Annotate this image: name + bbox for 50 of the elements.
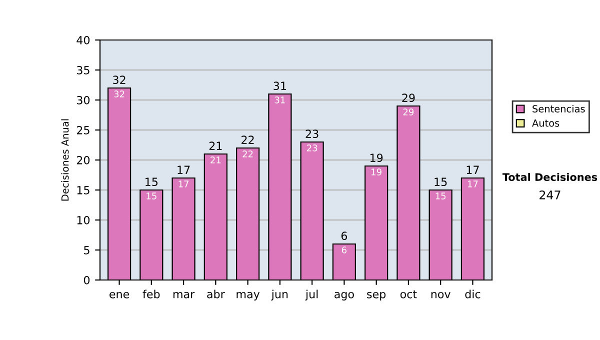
y-tick-label: 35 [76, 66, 90, 74]
total-label: 15 [146, 178, 158, 186]
total-label: 23 [306, 130, 318, 138]
total-label: 21 [209, 142, 222, 150]
data-label: 31 [274, 96, 285, 104]
data-label: 17 [468, 180, 478, 188]
data-label: 22 [242, 150, 253, 158]
legend-label: Sentencias [532, 104, 585, 112]
x-tick-label: abr [207, 290, 225, 298]
x-tick-label: jul [305, 290, 318, 300]
data-label: 21 [210, 156, 221, 164]
y-tick-label: 40 [76, 36, 90, 44]
data-label: 15 [146, 192, 156, 200]
y-tick-label: 5 [84, 246, 90, 254]
x-tick-label: nov [431, 292, 450, 298]
total-label: 19 [370, 154, 383, 162]
x-tick-label: feb [142, 290, 160, 298]
data-label: 29 [403, 108, 414, 116]
y-tick-label: 20 [76, 156, 90, 164]
data-label: 6 [342, 246, 346, 254]
y-axis-title: Decisiones Anual [61, 119, 69, 201]
data-label: 19 [372, 168, 382, 176]
total-label: 17 [466, 166, 479, 174]
data-label: 15 [436, 192, 446, 200]
total-label: 31 [274, 82, 286, 90]
y-tick-label: 30 [76, 96, 90, 104]
x-tick-label: jun [271, 290, 288, 300]
x-tick-label: mar [173, 292, 195, 298]
y-tick-label: 25 [76, 126, 90, 134]
total-label: 15 [434, 178, 447, 186]
y-tick-label: 0 [84, 276, 90, 284]
x-tick-label: oct [400, 290, 417, 298]
x-tick-label: ago [334, 292, 354, 300]
data-label: 23 [306, 144, 318, 152]
data-label: 17 [178, 180, 189, 188]
x-tick-label: sep [367, 292, 386, 300]
legend-label: Autos [532, 120, 560, 127]
y-tick-label: 10 [77, 216, 90, 224]
x-tick-label: dic [465, 290, 480, 298]
total-label: 32 [113, 76, 126, 84]
total-label: 17 [178, 166, 190, 174]
text: 247 [540, 190, 560, 200]
total-label: 6 [341, 232, 348, 240]
y-tick-label: 15 [77, 186, 90, 194]
total-label: 22 [242, 136, 254, 144]
x-tick-label: ene [110, 292, 130, 298]
x-tick-label: may [236, 292, 260, 300]
text: Total Decisiones [502, 172, 598, 182]
total-label: 29 [402, 94, 415, 102]
data-label: 32 [114, 90, 124, 98]
